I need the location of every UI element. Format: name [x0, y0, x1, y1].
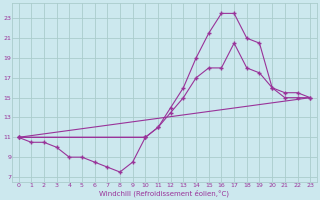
- X-axis label: Windchill (Refroidissement éolien,°C): Windchill (Refroidissement éolien,°C): [99, 189, 229, 197]
